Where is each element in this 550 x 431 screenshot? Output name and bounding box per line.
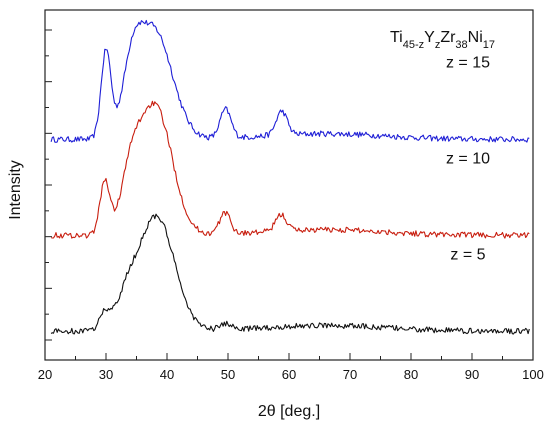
- series-labels: z = 15 z = 10 z = 5: [446, 55, 490, 264]
- x-tick-label-100: 100: [522, 367, 544, 382]
- title-part-5: 38: [455, 39, 467, 51]
- x-tick-label-60: 60: [282, 367, 296, 382]
- series-line-0: [50, 19, 530, 143]
- x-axis-ticks: 20 30 40 50 60 70 80 90 100: [38, 353, 544, 382]
- series-label-1: z = 10: [446, 150, 490, 167]
- series-line-1: [50, 100, 530, 239]
- title-part-4: Zr: [440, 29, 456, 46]
- chart-title: Ti45-zYzZr38Ni17: [390, 29, 495, 51]
- x-tick-label-40: 40: [160, 367, 174, 382]
- series-label-2: z = 5: [450, 246, 485, 263]
- x-tick-label-90: 90: [465, 367, 479, 382]
- title-part-2: Y: [424, 29, 435, 46]
- title-part-6: Ni: [468, 29, 483, 46]
- x-tick-label-80: 80: [404, 367, 418, 382]
- x-tick-label-30: 30: [99, 367, 113, 382]
- x-tick-label-70: 70: [343, 367, 357, 382]
- title-part-3: z: [435, 39, 441, 51]
- title-part-0: Ti: [390, 29, 403, 46]
- y-axis-ticks: [45, 29, 52, 341]
- title-part-1: 45-z: [403, 39, 424, 51]
- y-axis-label: Intensity: [7, 160, 24, 220]
- series-line-2: [50, 213, 530, 335]
- x-tick-label-50: 50: [221, 367, 235, 382]
- title-part-7: 17: [483, 39, 495, 51]
- series-label-0: z = 15: [446, 55, 490, 72]
- x-axis-label: 2θ [deg.]: [258, 403, 320, 420]
- x-tick-label-20: 20: [38, 367, 52, 382]
- series-layer: [50, 19, 530, 335]
